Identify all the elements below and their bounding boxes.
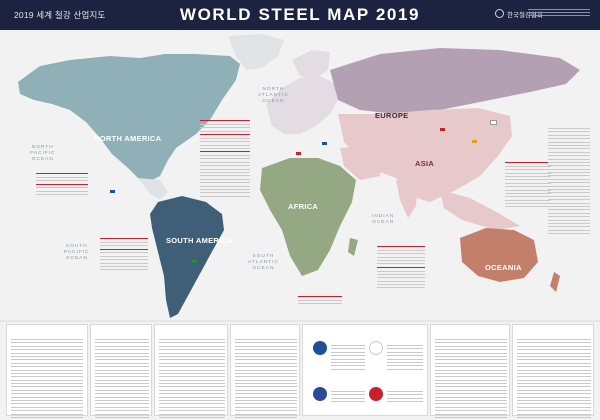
panel-rows	[435, 339, 507, 420]
ocean-label-north-atlantic: NORTH ATLANTIC OCEAN	[258, 87, 289, 104]
europe-landmass	[266, 76, 338, 134]
table-north-america	[36, 173, 88, 198]
table-africa	[298, 296, 342, 307]
north-america-landmass	[18, 54, 240, 182]
region-label-africa: AFRICA	[288, 202, 319, 211]
panel-rows	[159, 339, 225, 420]
central-america-landmass	[138, 178, 168, 200]
country-circle-japan	[369, 341, 383, 355]
panel-crude-steel-production	[6, 324, 88, 418]
table-asia-right	[548, 128, 590, 237]
panel-consumption-per-capita	[230, 324, 300, 418]
panel-major-importers	[430, 324, 510, 418]
africa-landmass	[260, 158, 356, 276]
panel-rows	[387, 391, 423, 405]
header-fine-print	[528, 9, 590, 19]
organization-name: 한국철강협회	[507, 12, 543, 19]
country-flag-icon	[490, 120, 497, 126]
south-america-landmass	[150, 196, 224, 318]
map-bottom-edge	[0, 320, 600, 322]
japan-landmass	[494, 120, 508, 142]
madagascar-landmass	[348, 238, 358, 256]
panel-rows	[331, 345, 365, 372]
table-south-america	[100, 238, 148, 273]
region-label-europe: EUROPE	[375, 111, 409, 120]
panel-major-steelmakers	[90, 324, 152, 418]
scandinavia-landmass	[292, 50, 330, 80]
panel-rows	[331, 391, 365, 405]
new-zealand-landmass	[550, 272, 560, 292]
panel-major-exporters	[512, 324, 594, 418]
country-flag-icon	[192, 260, 197, 264]
page-title: WORLD STEEL MAP 2019	[179, 5, 421, 24]
region-label-asia: ASIA	[415, 159, 435, 168]
country-flag-icon	[322, 142, 327, 146]
australia-landmass	[460, 228, 538, 282]
greenland-landmass	[228, 34, 284, 70]
ocean-label-indian: INDIAN OCEAN	[372, 214, 395, 225]
country-flag-icon	[110, 190, 115, 194]
asia-landmass	[338, 108, 512, 202]
header-subtitle: 2019 세계 철강 산업지도	[14, 10, 106, 20]
panel-rows	[95, 339, 149, 420]
country-flag-icon	[440, 128, 445, 132]
russia-landmass	[330, 48, 580, 114]
world-map	[0, 34, 600, 322]
ocean-label-south-pacific: SOUTH PACIFIC OCEAN	[64, 244, 90, 261]
country-circle-usa	[313, 341, 327, 355]
ocean-label-north-pacific: NORTH PACIFIC OCEAN	[30, 145, 56, 162]
middle-east-landmass	[340, 146, 382, 180]
southeast-asia-landmass	[440, 190, 520, 230]
header-bar: 2019 세계 철강 산업지도 WORLD STEEL MAP 2019 한국철…	[0, 0, 600, 30]
ocean-label-south-atlantic: SOUTH ATLANTIC OCEAN	[248, 254, 279, 271]
country-flag-icon	[296, 152, 301, 156]
country-flag-icon	[472, 140, 477, 144]
country-circle-russia	[313, 387, 327, 401]
table-asia	[505, 162, 551, 210]
panel-rows	[517, 339, 591, 420]
country-circle-china	[369, 387, 383, 401]
panel-major-countries	[302, 324, 428, 416]
panel-rows	[387, 345, 423, 372]
table-middle-east	[377, 246, 425, 291]
panel-apparent-consumption	[154, 324, 228, 418]
region-label-north-america: NORTH AMERICA	[94, 134, 162, 143]
region-label-oceania: OCEANIA	[485, 263, 522, 272]
india-landmass	[396, 180, 418, 218]
association-logo-icon	[495, 9, 504, 18]
table-europe	[200, 120, 250, 199]
panel-rows	[235, 339, 297, 420]
region-label-south-america: SOUTH AMERICA	[166, 236, 233, 245]
panel-rows	[11, 339, 83, 420]
